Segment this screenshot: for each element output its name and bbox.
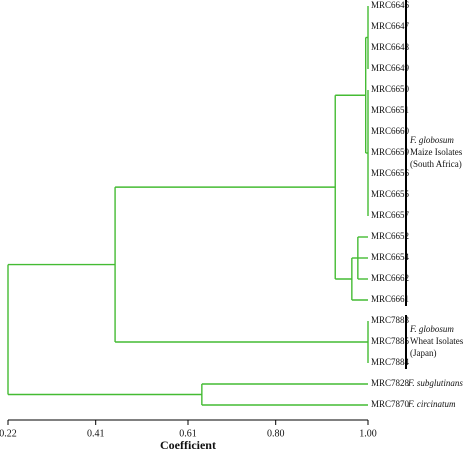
group-species: F. globosum [409,135,454,145]
group-line: Wheat Isolates [410,336,464,346]
group-species: F. globosum [409,324,454,334]
leaf-label: MRC6656 [371,168,410,178]
leaf-label: MRC6655 [371,189,410,199]
leaf-label: MRC7870 [371,399,410,409]
leaf-label: MRC6649 [371,63,410,73]
x-tick-label: 0.22 [0,428,17,439]
leaf-label: MRC6651 [371,105,409,115]
leaf-label: MRC6650 [371,84,410,94]
x-axis-title: Coefficient [160,438,216,452]
leaf-label: MRC7828 [371,378,410,388]
leaf-label: MRC7883 [371,315,410,325]
leaf-label: MRC7884 [371,357,410,367]
group-line: (Japan) [410,348,437,358]
group-line: (South Africa) [410,159,462,169]
group-species: F. subglutinans [407,378,463,388]
leaf-label: MRC6654 [371,252,410,262]
x-tick-label: 1.00 [359,428,377,439]
leaf-label: MRC6659 [371,147,410,157]
leaf-label: MRC6657 [371,210,410,220]
leaf-label: MRC6647 [371,21,410,31]
group-line: Maize Isolates [410,147,463,157]
leaf-label: MRC6660 [371,126,410,136]
x-tick-label: 0.41 [87,428,105,439]
leaf-label: MRC6646 [371,0,410,10]
leaf-label: MRC6661 [371,294,409,304]
leaf-label: MRC6662 [371,273,409,283]
x-tick-label: 0.80 [267,428,285,439]
x-tick-label: 0.61 [179,428,197,439]
leaf-label: MRC7885 [371,336,410,346]
leaf-label: MRC6648 [371,42,410,52]
group-species: F. circinatum [407,399,456,409]
leaf-label: MRC6652 [371,231,409,241]
